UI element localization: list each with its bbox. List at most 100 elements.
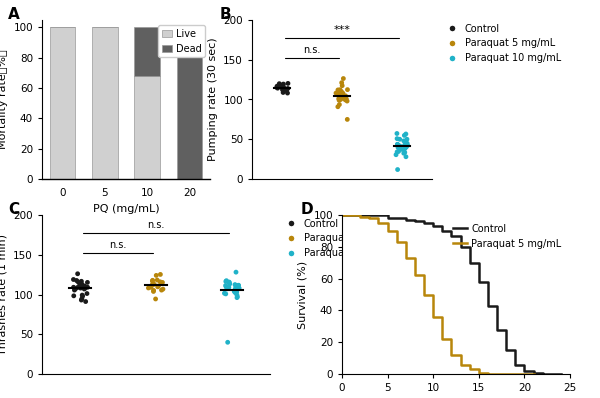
Point — [337, 88, 346, 95]
Control — [430, 224, 437, 228]
Point — [335, 90, 344, 96]
Point — [272, 83, 282, 90]
Point — [146, 284, 155, 291]
Point — [80, 283, 89, 289]
Point — [281, 87, 290, 94]
Point — [335, 94, 345, 100]
Paraquat 5 mg/mL — [439, 337, 446, 341]
Point — [234, 282, 244, 289]
Point — [281, 87, 291, 94]
Point — [77, 296, 86, 302]
Point — [336, 95, 346, 101]
Control — [530, 370, 537, 375]
Point — [339, 95, 349, 101]
Point — [221, 291, 230, 297]
Control — [439, 228, 446, 233]
Control — [503, 348, 510, 353]
Point — [221, 284, 231, 290]
Point — [224, 279, 234, 286]
Point — [143, 285, 153, 291]
Point — [278, 82, 288, 88]
Point — [77, 283, 86, 289]
Paraquat 5 mg/mL — [466, 367, 473, 372]
Paraquat 5 mg/mL — [512, 372, 519, 377]
Point — [337, 82, 347, 89]
Point — [331, 90, 341, 96]
Point — [283, 85, 293, 92]
Legend: Control, Paraquat 5 mg/mL, Paraquat 10 mg/mL: Control, Paraquat 5 mg/mL, Paraquat 10 m… — [440, 21, 563, 65]
Point — [401, 139, 410, 145]
Point — [336, 96, 346, 103]
Point — [400, 146, 409, 152]
Paraquat 5 mg/mL — [347, 213, 355, 217]
Bar — [92, 27, 118, 179]
Point — [77, 281, 87, 288]
Point — [393, 166, 403, 173]
Point — [337, 80, 346, 86]
Point — [283, 90, 292, 96]
Text: n.s.: n.s. — [109, 240, 127, 250]
Point — [275, 82, 285, 88]
Paraquat 5 mg/mL — [338, 213, 346, 217]
Point — [231, 282, 241, 289]
Point — [230, 289, 240, 296]
Point — [333, 87, 343, 93]
Point — [275, 80, 284, 87]
Point — [73, 279, 83, 285]
Point — [77, 278, 86, 285]
Point — [277, 82, 287, 89]
Point — [82, 291, 92, 297]
Point — [157, 287, 166, 293]
Bar — [134, 27, 160, 76]
Point — [343, 86, 352, 93]
Point — [394, 148, 403, 154]
Point — [335, 86, 345, 93]
Control — [402, 217, 409, 222]
Control — [338, 213, 346, 217]
Text: n.s.: n.s. — [304, 45, 320, 55]
Point — [151, 296, 160, 302]
Point — [68, 276, 78, 283]
Point — [155, 279, 165, 285]
Point — [73, 284, 82, 291]
Point — [403, 142, 412, 148]
Point — [279, 85, 289, 91]
Point — [232, 295, 242, 301]
Point — [399, 150, 409, 156]
Point — [401, 131, 410, 137]
Paraquat 5 mg/mL — [402, 256, 409, 260]
Paraquat 5 mg/mL — [493, 372, 500, 377]
Point — [69, 284, 79, 291]
Text: D: D — [301, 202, 314, 217]
Control — [457, 244, 464, 249]
Text: C: C — [8, 202, 19, 217]
Line: Paraquat 5 mg/mL: Paraquat 5 mg/mL — [342, 215, 533, 374]
Point — [70, 287, 79, 293]
Legend: Control, Paraquat 5 mg/mL: Control, Paraquat 5 mg/mL — [449, 220, 565, 252]
Point — [274, 84, 283, 90]
Point — [146, 283, 156, 289]
Point — [278, 89, 288, 96]
Point — [149, 287, 158, 294]
Control — [493, 327, 500, 332]
Point — [149, 288, 158, 295]
Paraquat 5 mg/mL — [457, 362, 464, 367]
Control — [539, 372, 546, 377]
Control — [448, 233, 455, 238]
Point — [281, 86, 291, 93]
Paraquat 5 mg/mL — [393, 240, 400, 244]
Paraquat 5 mg/mL — [484, 372, 491, 377]
Point — [230, 286, 240, 292]
Point — [334, 91, 344, 98]
Point — [391, 152, 401, 158]
Point — [79, 286, 89, 292]
Paraquat 5 mg/mL — [503, 372, 510, 377]
Control — [375, 213, 382, 217]
Legend: Control, Paraquat 5 mg/mL, Paraquat 10 mg/mL: Control, Paraquat 5 mg/mL, Paraquat 10 m… — [280, 217, 402, 260]
Control — [384, 216, 391, 220]
Point — [152, 277, 162, 283]
Point — [392, 135, 402, 142]
Point — [333, 103, 343, 110]
Point — [395, 143, 404, 149]
Point — [342, 98, 352, 104]
